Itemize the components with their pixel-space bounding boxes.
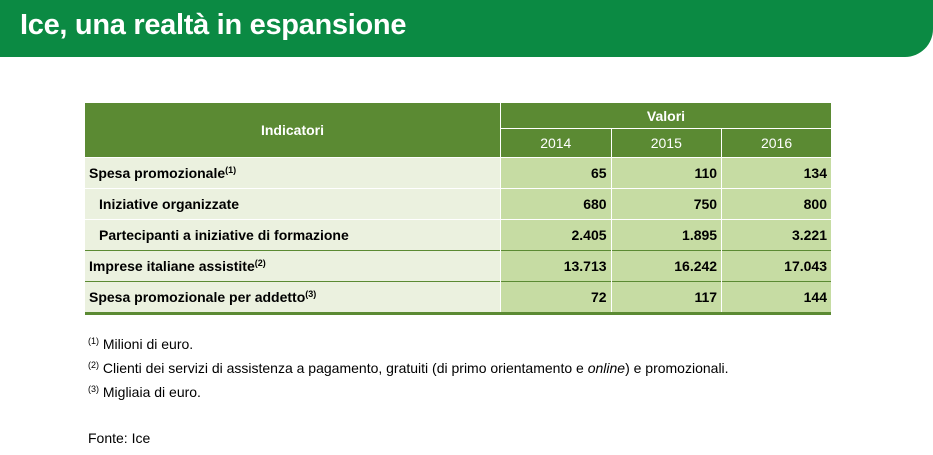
row-label-text: Iniziative organizzate — [99, 196, 240, 212]
row-note: (1) — [225, 165, 237, 175]
cell-2014: 65 — [500, 157, 612, 189]
table-years-row: 2014 2015 2016 — [85, 128, 831, 158]
footnote-text-end: ) e promozionali. — [625, 360, 729, 376]
cell-2016: 17.043 — [721, 250, 831, 282]
cell-2014: 72 — [500, 281, 612, 315]
cell-2016: 3.221 — [721, 219, 831, 251]
cell-2015: 16.242 — [611, 250, 723, 282]
header-values: Valori — [500, 103, 831, 129]
cell-2016: 134 — [721, 157, 831, 189]
row-note: (2) — [254, 258, 266, 268]
row-label: Partecipanti a iniziative di formazione — [85, 219, 501, 251]
table-row: Imprese italiane assistite(2) 13.713 16.… — [85, 250, 831, 282]
cell-2015: 110 — [611, 157, 723, 189]
row-label-text: Imprese italiane assistite — [89, 258, 255, 274]
footnote-mark: (1) — [88, 336, 99, 346]
table-row: Spesa promozionale per addetto(3) 72 117… — [85, 281, 831, 315]
table-row: Iniziative organizzate 680 750 800 — [85, 188, 831, 220]
footnote-text: Clienti dei servizi di assistenza a paga… — [102, 360, 588, 376]
footnote-mark: (3) — [88, 384, 99, 394]
row-label-text: Partecipanti a iniziative di formazione — [99, 227, 349, 243]
footnotes: (1) Milioni di euro. (2) Clienti dei ser… — [88, 332, 729, 404]
cell-2015: 750 — [611, 188, 723, 220]
table-header-row: Indicatori Valori — [85, 103, 831, 158]
cell-2014: 13.713 — [500, 250, 612, 282]
cell-2015: 117 — [611, 281, 723, 315]
header-indicators: Indicatori — [85, 103, 501, 158]
header-year-2016: 2016 — [721, 128, 831, 158]
footnote-1: (1) Milioni di euro. — [88, 332, 729, 356]
header-year-2015: 2015 — [611, 128, 723, 158]
title-banner: Ice, una realtà in espansione — [0, 0, 933, 57]
row-label: Iniziative organizzate — [85, 188, 501, 220]
footnote-3: (3) Migliaia di euro. — [88, 380, 729, 404]
row-label: Spesa promozionale(1) — [85, 157, 501, 189]
footnote-text: Migliaia di euro. — [102, 384, 201, 400]
indicators-table: Indicatori Valori 2014 2015 2016 Spesa p… — [85, 103, 831, 315]
cell-2015: 1.895 — [611, 219, 723, 251]
table-row: Spesa promozionale(1) 65 110 134 — [85, 157, 831, 189]
page-title: Ice, una realtà in espansione — [20, 9, 407, 41]
header-year-2014: 2014 — [500, 128, 612, 158]
row-label-text: Spesa promozionale — [89, 165, 226, 181]
footnote-2: (2) Clienti dei servizi di assistenza a … — [88, 356, 729, 380]
source-note: Fonte: Ice — [88, 430, 151, 446]
row-label-text: Spesa promozionale per addetto — [89, 289, 306, 305]
footnote-mark: (2) — [88, 360, 99, 370]
cell-2014: 680 — [500, 188, 612, 220]
row-note: (3) — [305, 289, 317, 299]
cell-2016: 800 — [721, 188, 831, 220]
row-label: Spesa promozionale per addetto(3) — [85, 281, 501, 315]
footnote-text: Milioni di euro. — [102, 336, 194, 352]
footnote-italic-text: online — [587, 360, 626, 376]
row-label: Imprese italiane assistite(2) — [85, 250, 501, 282]
cell-2014: 2.405 — [500, 219, 612, 251]
table-row: Partecipanti a iniziative di formazione … — [85, 219, 831, 251]
cell-2016: 144 — [721, 281, 831, 315]
